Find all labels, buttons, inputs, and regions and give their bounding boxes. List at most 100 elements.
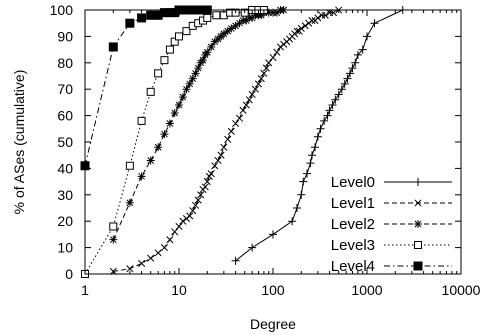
data-point [125, 18, 135, 28]
data-point [154, 69, 163, 78]
data-point [219, 29, 228, 38]
data-point [165, 45, 174, 54]
x-tick-label: 1 [81, 282, 89, 298]
data-point [137, 172, 146, 181]
data-point [288, 217, 297, 226]
legend-item: Level1 [331, 195, 452, 212]
y-axis-ticks: 0 10 20 30 40 50 60 70 80 90 100 [50, 2, 461, 282]
data-point [251, 85, 259, 93]
data-point [146, 87, 155, 96]
data-point [292, 204, 301, 212]
data-point [171, 228, 179, 236]
data-point [178, 93, 187, 102]
data-point [186, 212, 194, 220]
series-level2 [109, 6, 288, 244]
legend-item: Level4 [331, 258, 452, 275]
data-point [182, 27, 191, 36]
legend-label: Level2 [331, 216, 375, 233]
legend: Level0 Level1 Level2 Level3 Level4 [331, 174, 452, 275]
data-point [414, 220, 422, 228]
data-point [175, 222, 183, 231]
data-point [328, 101, 337, 110]
data-point [337, 85, 346, 94]
data-point [262, 64, 270, 72]
data-point [414, 178, 422, 186]
data-point [348, 64, 357, 73]
y-tick-label: 40 [57, 160, 73, 176]
data-point [179, 217, 187, 225]
data-point [170, 37, 179, 46]
y-tick-label: 10 [57, 240, 73, 256]
data-point [239, 106, 247, 114]
data-point [137, 116, 146, 125]
data-point [194, 64, 203, 73]
series-level1 [109, 6, 343, 275]
x-tick-label: 10000 [442, 282, 481, 298]
data-point [414, 199, 422, 207]
data-point [191, 201, 200, 209]
y-tick-label: 90 [57, 28, 73, 44]
y-tick-label: 20 [57, 213, 73, 229]
data-point [363, 32, 371, 41]
data-point [211, 162, 219, 170]
data-point [224, 135, 232, 143]
x-tick-label: 10 [171, 282, 187, 298]
data-point [201, 183, 209, 191]
data-point [248, 243, 257, 252]
data-point [343, 74, 352, 83]
data-point [154, 143, 163, 152]
data-point [325, 106, 334, 115]
data-point [323, 111, 332, 120]
data-point [299, 177, 308, 186]
data-point [175, 101, 183, 110]
data-point [331, 95, 340, 104]
data-point [147, 254, 155, 262]
data-point [232, 119, 240, 128]
data-point [197, 191, 205, 199]
legend-item: Level3 [331, 237, 452, 254]
data-point [318, 11, 326, 19]
data-point [235, 114, 244, 122]
data-point [220, 143, 228, 151]
legend-item: Level2 [331, 216, 452, 233]
data-point [351, 58, 360, 67]
y-tick-label: 80 [57, 55, 73, 71]
data-point [227, 127, 235, 135]
series-line [235, 9, 403, 262]
data-point [203, 13, 212, 22]
y-tick-label: 50 [57, 134, 73, 150]
data-point [316, 124, 325, 133]
legend-label: Level4 [331, 258, 375, 275]
data-point [165, 119, 174, 128]
y-tick-label: 0 [65, 266, 73, 282]
data-point [194, 196, 202, 204]
data-point [207, 42, 216, 51]
data-point [320, 116, 329, 125]
data-point [137, 13, 147, 23]
x-axis-label: Degree [250, 316, 296, 332]
data-point [353, 50, 362, 59]
data-point [306, 159, 315, 168]
data-point [154, 249, 162, 257]
data-point [346, 69, 355, 78]
data-point [207, 170, 215, 178]
y-tick-label: 60 [57, 108, 73, 124]
data-point [311, 143, 320, 152]
data-point [198, 56, 207, 65]
data-point [125, 198, 134, 207]
legend-label: Level3 [331, 237, 375, 254]
data-point [182, 85, 191, 94]
data-point [414, 241, 422, 249]
data-point [166, 236, 174, 244]
data-point [293, 27, 301, 35]
data-point [191, 69, 200, 78]
data-point [254, 80, 262, 88]
data-point [185, 79, 194, 88]
y-axis-label: % of ASes (cumulative) [11, 70, 27, 215]
data-point [138, 259, 146, 267]
data-point [308, 17, 316, 25]
legend-item: Level0 [331, 174, 452, 191]
data-point [109, 235, 118, 244]
data-point [227, 24, 236, 33]
